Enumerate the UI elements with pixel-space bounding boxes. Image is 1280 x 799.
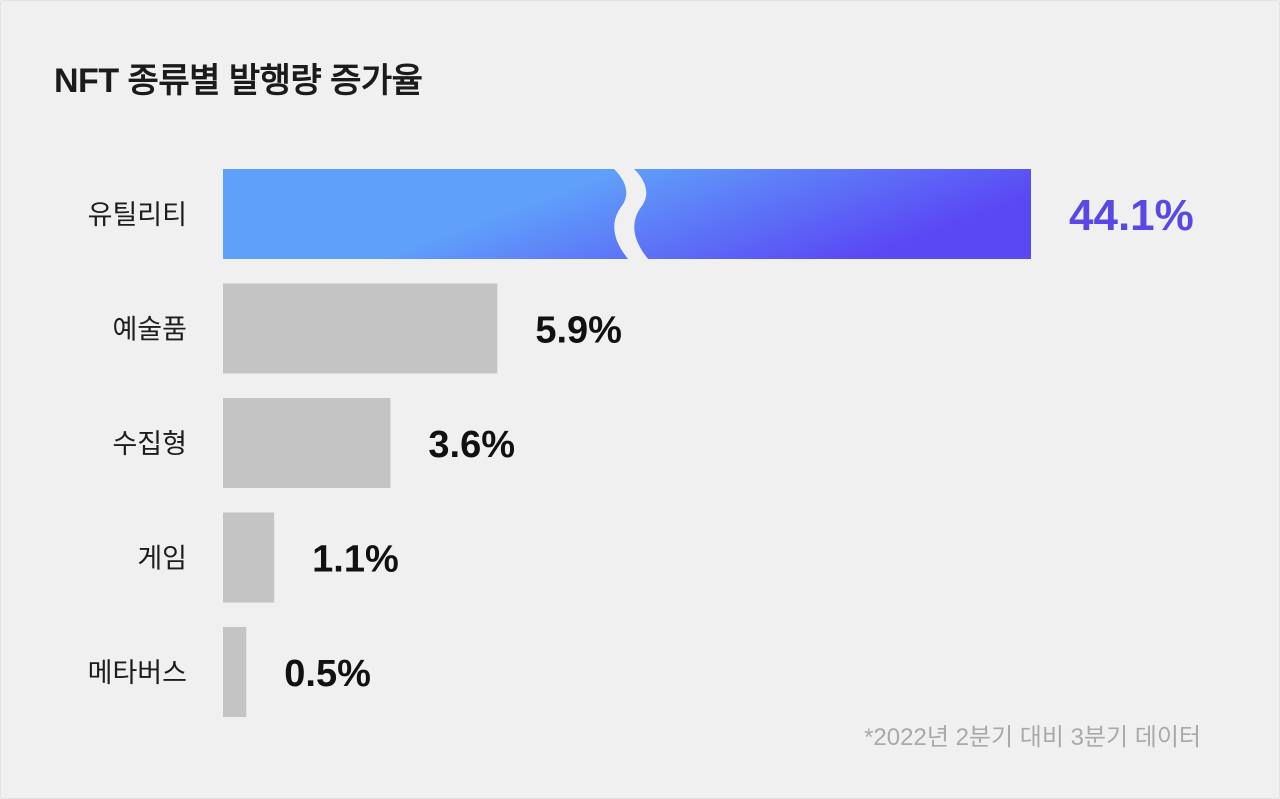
category-label: 메타버스 (88, 658, 187, 688)
bar (223, 627, 247, 717)
bars-group: 유틸리티 44.1% 예술품 5.9% 수집형 3.6% 게임 1.1% 메타버스 0.5% (88, 168, 1194, 717)
category-label: 유틸리티 (88, 200, 187, 230)
value-label: 5.9% (535, 310, 622, 352)
bar (223, 398, 391, 488)
chart-title: NFT 종류별 발행량 증가율 (54, 62, 423, 100)
value-label: 3.6% (428, 424, 515, 466)
footnote: *2022년 2분기 대비 3분기 데이터 (864, 724, 1201, 751)
value-label: 44.1% (1069, 191, 1194, 240)
category-label: 수집형 (112, 429, 187, 459)
category-label: 게임 (137, 544, 187, 574)
category-label: 예술품 (112, 315, 187, 345)
bar (223, 512, 275, 603)
value-label: 1.1% (312, 539, 399, 581)
axis-break (613, 168, 649, 260)
value-label: 0.5% (284, 653, 371, 695)
bar (223, 283, 498, 374)
